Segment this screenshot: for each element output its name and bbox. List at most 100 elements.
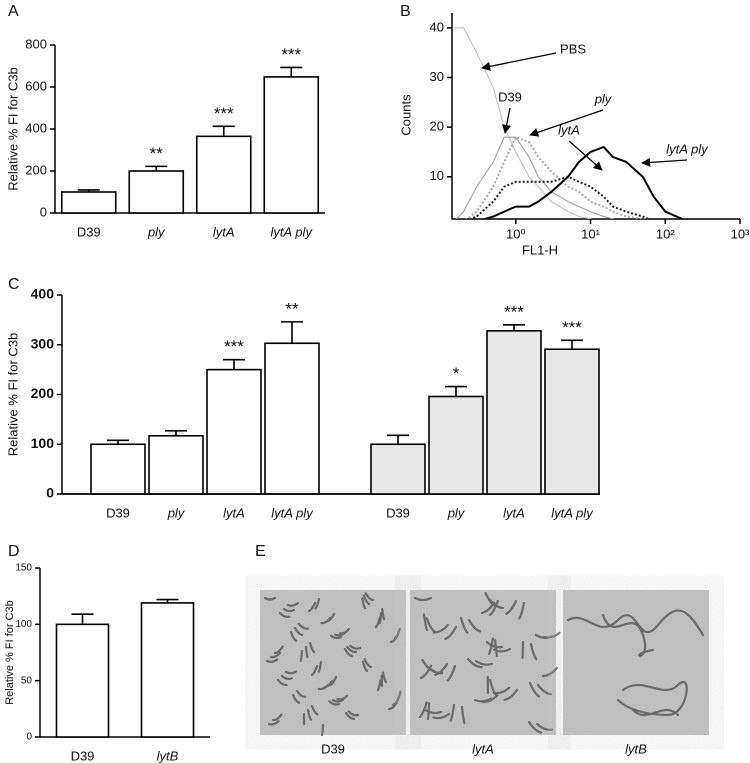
y-axis-label: Relative % FI for C3b [5,333,20,457]
significance: * [453,364,460,383]
bar [206,368,262,495]
error-bar [280,66,303,77]
x-tick-label: 10⁰ [506,226,526,241]
bar [90,443,146,495]
y-tick-label: 400 [31,286,55,302]
y-axis-label: Relative % FI for C3b [5,67,20,191]
panel-letter: C [8,276,20,293]
significance: ** [150,144,164,163]
legend-label: lytA [558,122,580,137]
bar [55,623,110,738]
y-tick-label: 10 [430,168,444,183]
x-axis-label: FL1-H [522,242,558,257]
error-bar [145,165,168,171]
histogram-line [454,27,594,219]
y-axis-label: Relative % FI for C3b [4,600,16,705]
x-tick-label: 10² [656,226,675,241]
x-tick-label: ply [447,505,466,520]
x-tick-label: lytA ply [551,505,594,520]
image-caption: lytB [625,741,647,756]
y-tick-label: 0 [26,732,32,743]
x-tick-label: lytB [157,748,179,763]
image-caption: D39 [321,741,345,756]
error-bar [212,125,235,137]
legend-label: lytA ply [666,141,709,156]
bar [428,395,484,495]
bar [263,76,320,214]
y-tick-label: 800 [25,36,47,51]
x-tick-label: lytA [213,224,235,239]
significance: *** [214,104,234,123]
histogram-line [467,175,651,219]
bar [370,443,426,495]
y-tick-label: 0 [40,204,47,219]
bar [148,434,204,495]
arrow [529,109,604,137]
x-tick-label: 10¹ [581,226,600,241]
panel-letter: D [8,543,20,560]
x-tick-label: lytA [223,505,245,520]
y-tick-label: 30 [430,69,444,84]
y-tick-label: 200 [25,162,47,177]
y-tick-label: 0 [46,485,54,501]
error-bar [281,321,303,344]
y-tick-label: 20 [430,119,444,134]
histogram-line [481,145,685,219]
panel-letter: A [8,3,19,20]
significance: *** [281,45,301,64]
error-bar [223,358,245,370]
bar [128,170,185,214]
micrograph-texture [260,590,406,735]
error-bar [445,385,467,397]
x-tick-label: lytA ply [271,224,314,239]
y-tick-label: 600 [25,78,47,93]
arrow [568,140,603,171]
histogram-line [465,135,648,219]
y-tick-label: 200 [31,385,55,401]
bar [544,348,600,495]
x-tick-label: D39 [77,224,101,239]
image-caption: lytA [472,741,494,756]
legend-label: PBS [560,41,586,56]
y-tick-label: 150 [15,563,32,574]
bar [264,342,320,495]
bar [60,191,117,214]
x-tick-label: ply [147,224,166,239]
y-tick-label: 100 [15,619,32,630]
axes [451,13,740,220]
significance: *** [504,302,524,321]
y-tick-label: 40 [430,19,444,34]
y-tick-label: 400 [25,120,47,135]
error-bar [561,339,583,350]
x-tick-label: D39 [71,748,95,763]
error-bar [503,324,525,331]
bacteria [263,592,402,737]
x-tick-label: ply [167,505,186,520]
micrograph-texture [410,590,556,735]
y-tick-label: 300 [31,335,55,351]
bar [140,602,195,738]
error-bar [107,439,129,445]
y-tick-label: 100 [31,435,55,451]
arrow [641,157,688,167]
y-axis-label: Counts [398,94,413,136]
bar [195,135,252,214]
error-bar [165,430,187,436]
arrow [502,107,512,134]
panel-letter: E [255,543,266,560]
error-bar [71,613,94,625]
significance: *** [562,318,582,337]
bacteria [566,609,705,717]
significance: ** [285,299,299,318]
legend-label: ply [594,91,613,106]
legend-label: D39 [498,89,522,104]
x-tick-label: D39 [386,505,410,520]
arrow [481,52,557,71]
error-bar [156,598,179,603]
y-tick-label: 50 [21,675,33,686]
bar [486,330,542,495]
error-bar [387,434,409,445]
x-tick-label: D39 [106,505,130,520]
significance: *** [224,337,244,356]
